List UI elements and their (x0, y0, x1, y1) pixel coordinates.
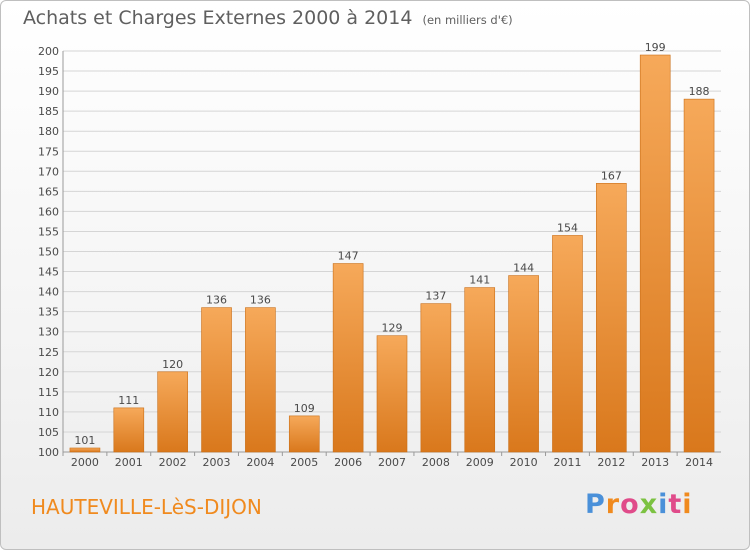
x-tick-label-2002: 2002 (159, 456, 187, 469)
y-tick-label: 200 (38, 45, 59, 58)
y-tick-label: 170 (38, 165, 59, 178)
logo-letter: P (585, 489, 606, 520)
bar-2014 (683, 98, 715, 453)
bar-2011 (552, 235, 583, 453)
x-tick-label-2014: 2014 (685, 456, 713, 469)
x-tick-label-2008: 2008 (422, 456, 450, 469)
x-tick-label-2011: 2011 (553, 456, 581, 469)
y-tick-label: 115 (38, 386, 59, 399)
x-tick-label-2005: 2005 (290, 456, 318, 469)
bar-2007 (376, 335, 408, 453)
data-label-2007: 129 (382, 322, 403, 335)
x-tick-labels: 2000 2001 2002 2003 2004 2005 2006 2007 2008 2009… (71, 456, 713, 469)
bar-2009 (464, 287, 496, 453)
bar-2004 (245, 307, 276, 453)
commune-name: HAUTEVILLE-LèS-DIJON (31, 495, 262, 519)
data-label-2012: 167 (601, 169, 622, 182)
data-label-2002: 120 (162, 358, 183, 371)
y-tick-label: 150 (38, 246, 59, 259)
x-tick-label-2012: 2012 (597, 456, 625, 469)
y-tick-label: 120 (38, 366, 59, 379)
logo-letter: i (658, 489, 669, 520)
x-tick-label-2003: 2003 (203, 456, 231, 469)
bars (69, 54, 715, 453)
y-tick-label: 125 (38, 346, 59, 359)
data-label-2003: 136 (206, 294, 227, 307)
x-tick-label-2009: 2009 (466, 456, 494, 469)
logo-letter: t (668, 489, 683, 520)
y-tick-label: 160 (38, 205, 59, 218)
y-tick-label: 100 (38, 446, 59, 459)
bar-2001 (113, 407, 145, 453)
logo-letter: o (620, 489, 640, 520)
y-tick-label: 105 (38, 426, 59, 439)
chart-title: Achats et Charges Externes 2000 à 2014 (23, 7, 413, 29)
y-tick-label: 110 (38, 406, 59, 419)
x-tick-label-2006: 2006 (334, 456, 362, 469)
bar-2003 (201, 307, 232, 453)
bar-2006 (332, 263, 364, 453)
data-label-2004: 136 (250, 294, 271, 307)
x-tick-label-2013: 2013 (641, 456, 669, 469)
proxiti-logo: Proxiti (585, 489, 693, 520)
data-label-2006: 147 (338, 250, 359, 263)
bar-2008 (420, 303, 452, 453)
title-block: Achats et Charges Externes 2000 à 2014 (e… (23, 7, 513, 29)
x-tick-label-2007: 2007 (378, 456, 406, 469)
data-label-2001: 111 (118, 394, 139, 407)
y-tick-label: 185 (38, 105, 59, 118)
x-tick-label-2001: 2001 (115, 456, 143, 469)
y-tick-label: 180 (38, 125, 59, 138)
y-tick-label: 190 (38, 85, 59, 98)
y-tick-label: 135 (38, 306, 59, 319)
data-label-2010: 144 (513, 262, 534, 275)
chart-subtitle: (en milliers d'€) (422, 13, 513, 27)
data-label-2013: 199 (645, 41, 666, 54)
y-tick-label: 165 (38, 185, 59, 198)
y-tick-label: 175 (38, 145, 59, 158)
y-tick-label: 145 (38, 266, 59, 279)
bar-2010 (508, 275, 539, 453)
x-tick-label-2010: 2010 (510, 456, 538, 469)
bar-2012 (596, 183, 627, 453)
x-tick-label-2004: 2004 (246, 456, 274, 469)
data-label-2009: 141 (469, 274, 490, 287)
bar-2013 (639, 54, 671, 453)
data-label-2005: 109 (294, 402, 315, 415)
y-tick-label: 155 (38, 225, 59, 238)
data-label-2011: 154 (557, 221, 578, 234)
y-tick-label: 195 (38, 65, 59, 78)
bar-2000 (69, 447, 101, 453)
bar-2002 (157, 371, 188, 453)
logo-letter: x (639, 489, 659, 520)
y-tick-label: 130 (38, 326, 59, 339)
data-label-2014: 188 (689, 85, 710, 98)
bar-2005 (288, 415, 320, 453)
data-labels: 101 111 120 136 136 109 147 129 137 141 144 154 167 1… (74, 41, 709, 447)
data-label-2008: 137 (425, 290, 446, 303)
x-tick-label-2000: 2000 (71, 456, 99, 469)
logo-letter: r (605, 489, 621, 520)
data-label-2000: 101 (74, 434, 95, 447)
logo-letter: i (682, 489, 693, 520)
y-tick-label: 140 (38, 286, 59, 299)
y-tick-labels: 100 105 110 115 120 125 130 135 140 145 150 155 160 1… (38, 45, 59, 459)
